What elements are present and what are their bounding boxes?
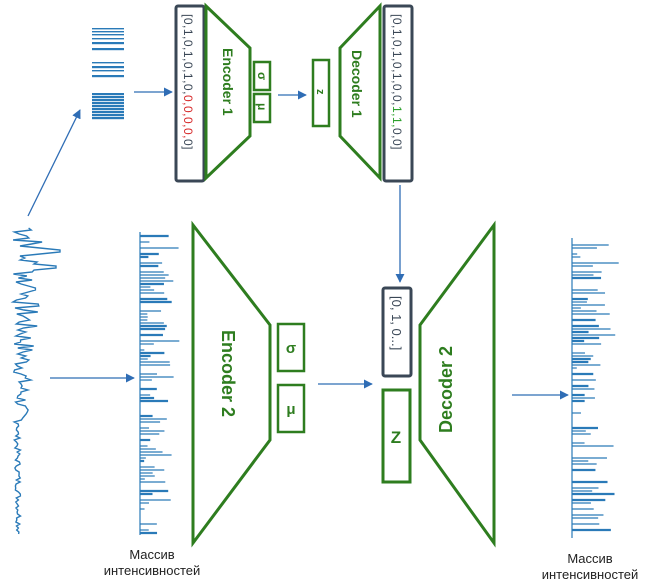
vector-token: 0] <box>390 139 404 150</box>
barcode-line <box>92 105 124 108</box>
vector-token: 1, <box>390 73 404 84</box>
raw-spectrum-line <box>10 227 61 535</box>
barcode-line <box>92 117 124 120</box>
barcode-line <box>92 75 124 78</box>
vector-token: 0, <box>181 128 195 139</box>
barcode-line <box>92 111 124 114</box>
mu-label-small: μ <box>255 103 269 110</box>
vector-token: 0, <box>181 117 195 128</box>
vector-token: 1, <box>390 29 404 40</box>
vector-token: 0, <box>181 40 195 51</box>
arrow-spectrum-to-barcode <box>27 109 81 217</box>
z-box-small <box>311 58 331 128</box>
small-barcode <box>92 28 124 120</box>
input-vector-text: [0,1,0,1,0,1,0,0,0,0,0,0] <box>181 14 195 150</box>
decoder2-label: Decoder 2 <box>436 346 456 433</box>
vector-token: [0, <box>390 14 404 29</box>
z-box-large <box>381 388 412 484</box>
vector-token: 0, <box>390 84 404 95</box>
decoder1-label: Decoder 1 <box>349 50 365 118</box>
barcode-line <box>92 99 124 102</box>
vector-token: 0, <box>181 106 195 117</box>
mu-label-large: μ <box>286 401 295 418</box>
vector-token: 0, <box>181 62 195 73</box>
mu-box-large <box>276 383 306 434</box>
encoder2-label: Encoder 2 <box>218 330 238 417</box>
vector-token: 0, <box>390 128 404 139</box>
vector-token: 1, <box>181 29 195 40</box>
sigma-box-small <box>252 60 272 92</box>
barcode-line <box>92 62 124 64</box>
sigma-label-large: σ <box>286 340 296 357</box>
barcode-line <box>92 114 124 117</box>
vector-token: 0, <box>181 84 195 95</box>
vector-token: 1, <box>390 106 404 117</box>
left-intensity-array <box>139 232 180 535</box>
vector-token: 1, <box>181 51 195 62</box>
encoder2-trapezoid <box>191 220 272 548</box>
left-array-caption: Массив интенсивностей <box>92 547 212 579</box>
vector-token: 0] <box>181 139 195 150</box>
sigma-box-large <box>276 322 306 373</box>
svg-text:[0,1,0,1,0,1,0,0,0,0,0,0]: [0,1,0,1,0,1,0,0,0,0,0,0] <box>181 14 195 150</box>
z-label-small: z <box>314 89 326 95</box>
left-caption-line2: интенсивностей <box>103 563 201 578</box>
vector-token: 1, <box>181 73 195 84</box>
barcode-line <box>92 108 124 111</box>
decoder2-trapezoid <box>418 220 496 548</box>
sigma-label-small: σ <box>255 72 269 80</box>
barcode-line <box>92 70 124 72</box>
left-caption-line1: Массив <box>129 547 175 562</box>
vector-token: 1, <box>390 117 404 128</box>
right-array-caption: Массив интенсивностей <box>530 551 650 583</box>
decoder1-trapezoid <box>338 2 382 182</box>
raw-spectrum-plot <box>10 227 61 535</box>
merged-vector-box <box>381 286 413 378</box>
barcode-line <box>92 38 124 40</box>
vector-token: 0, <box>390 40 404 51</box>
vector-token: 0, <box>390 62 404 73</box>
vector-token: [0, <box>181 14 195 29</box>
barcode-line <box>92 34 124 36</box>
vector-token: 1, <box>390 51 404 62</box>
encoder1-label: Encoder 1 <box>220 48 236 116</box>
mu-box-small <box>252 92 272 124</box>
barcode-line <box>92 28 124 30</box>
barcode-line <box>92 42 124 45</box>
output-vector-text: [0,1,0,1,0,1,0,0,1,1,0,0] <box>390 14 404 150</box>
right-caption-line1: Массив <box>567 551 613 566</box>
right-intensity-array <box>571 238 619 538</box>
z-label-large: Z <box>391 428 401 447</box>
barcode-line <box>92 31 124 33</box>
vector-token: 0, <box>181 95 195 106</box>
svg-text:[0,1,0,1,0,1,0,0,1,1,0,0]: [0,1,0,1,0,1,0,0,1,1,0,0] <box>390 14 404 150</box>
barcode-line <box>92 48 124 51</box>
barcode-line <box>92 96 124 99</box>
barcode-line <box>92 66 124 69</box>
output-vector-box <box>382 4 414 183</box>
barcode-line <box>92 93 124 96</box>
input-vector-box <box>174 4 206 183</box>
vector-token: 0, <box>390 95 404 106</box>
barcode-line <box>92 102 124 105</box>
merged-vector-label: [0, 1, 0...] <box>389 296 404 350</box>
right-caption-line2: интенсивностей <box>541 567 639 582</box>
encoder1-trapezoid <box>204 2 252 182</box>
